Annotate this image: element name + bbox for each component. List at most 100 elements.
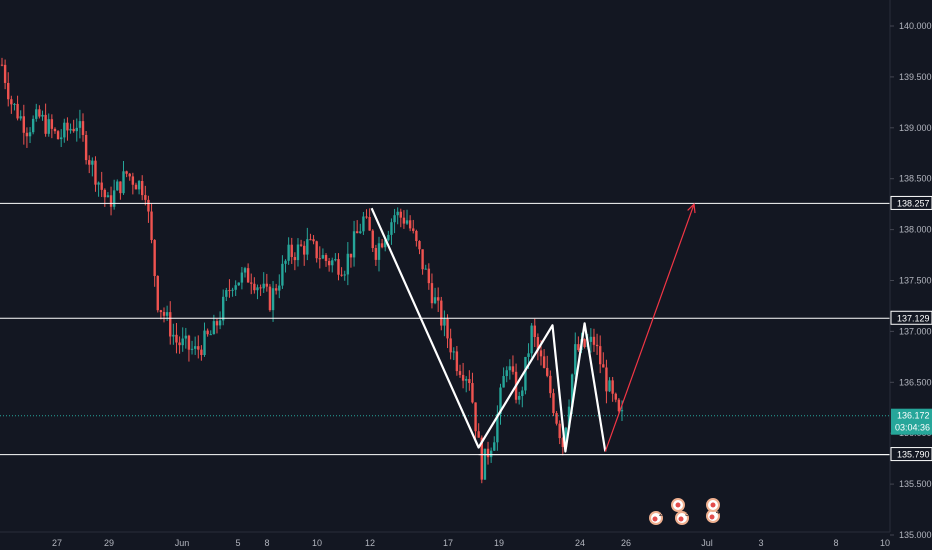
candle-body [418,241,421,250]
candle-body [31,118,35,133]
candle-body [72,128,75,132]
candle-body [480,437,483,480]
candle-body [527,353,530,357]
projection-arrow-line [604,203,695,452]
candle-body [405,220,409,224]
candle-body [144,195,147,200]
candle-body [13,103,16,105]
flag-icon [675,502,681,508]
candle-body [228,290,231,292]
candle-body [134,184,138,190]
event-markers: 2 3 4 [649,498,720,525]
candle-body [331,260,334,266]
candle-body [212,321,216,335]
time-tick-label: 8 [264,538,269,548]
candle-body [38,109,41,117]
candle-body [399,211,402,218]
candle-body [614,393,617,400]
pattern-drawings [370,202,890,456]
candle-body [156,276,159,311]
candle-body [536,337,540,351]
candle-body [147,199,150,212]
candle-body [35,109,38,119]
candle-body [209,334,212,336]
candle-body [81,121,85,135]
candle-body [452,351,455,353]
candle-body [465,379,468,381]
level-price-label: 137.129 [897,313,930,323]
time-tick-label: Jul [701,538,713,548]
candle-body [128,173,131,177]
candle-body [402,217,406,224]
candle-body [19,116,22,119]
level-price-tag [890,447,932,462]
candle-body [309,239,312,241]
candle-body [22,116,26,133]
candle-body [598,346,602,365]
candle-body [474,402,477,432]
candle-body [119,181,122,194]
candle-body [137,181,141,190]
candle-body [321,255,325,259]
level-price-label: 135.790 [897,450,930,460]
candle-body [271,288,275,311]
candle-body [521,390,524,397]
candle-body [112,190,116,207]
candle-body [524,356,527,391]
candle-body [415,230,418,242]
candle-body [122,171,125,194]
candlestick-series [0,57,624,484]
candle-body [558,423,561,439]
candle-body [427,268,431,284]
candle-body [116,181,119,191]
candle-body [390,222,393,235]
candle-body [449,338,452,353]
candle-body [502,376,505,388]
candle-body [206,330,209,335]
candle-body [334,259,337,261]
candle-body [359,231,362,234]
candle-body [181,338,184,346]
candle-body [200,349,203,356]
candle-body [281,263,284,286]
candle-body [0,64,4,66]
candle-body [75,127,78,132]
candle-body [595,344,599,347]
candle-body [533,325,536,338]
candle-body [265,283,269,287]
candle-body [69,128,72,131]
candle-body [530,325,533,354]
price-tick-label: 137.500 [899,276,932,286]
candle-body [552,393,555,414]
candle-body [499,387,502,414]
candle-body [421,249,424,270]
candle-body [458,371,462,375]
bar-countdown-label: 03:04:36 [895,423,930,433]
candle-body [496,413,499,443]
candle-body [489,450,493,458]
projection-arrow-head [687,202,696,214]
candle-body [384,240,387,248]
candle-body [542,356,546,368]
candle-body [483,448,487,480]
candle-body [175,334,178,343]
candle-body [555,413,558,424]
candle-body [153,240,156,277]
price-tick-label: 139.500 [899,72,932,82]
candle-body [605,367,608,392]
time-tick-label: 19 [494,538,504,548]
candle-body [63,122,66,138]
candle-body [493,442,496,451]
time-axis[interactable] [0,531,932,550]
candle-body [243,268,247,273]
price-tick-label: 138.500 [899,174,932,184]
candle-body [256,287,259,291]
flag-icon [710,502,716,508]
candle-body [59,137,63,140]
candle-body [222,296,225,321]
price-tick-label: 137.000 [899,326,932,336]
candle-body [564,427,568,447]
candle-body [290,244,293,258]
candle-body [440,300,443,326]
